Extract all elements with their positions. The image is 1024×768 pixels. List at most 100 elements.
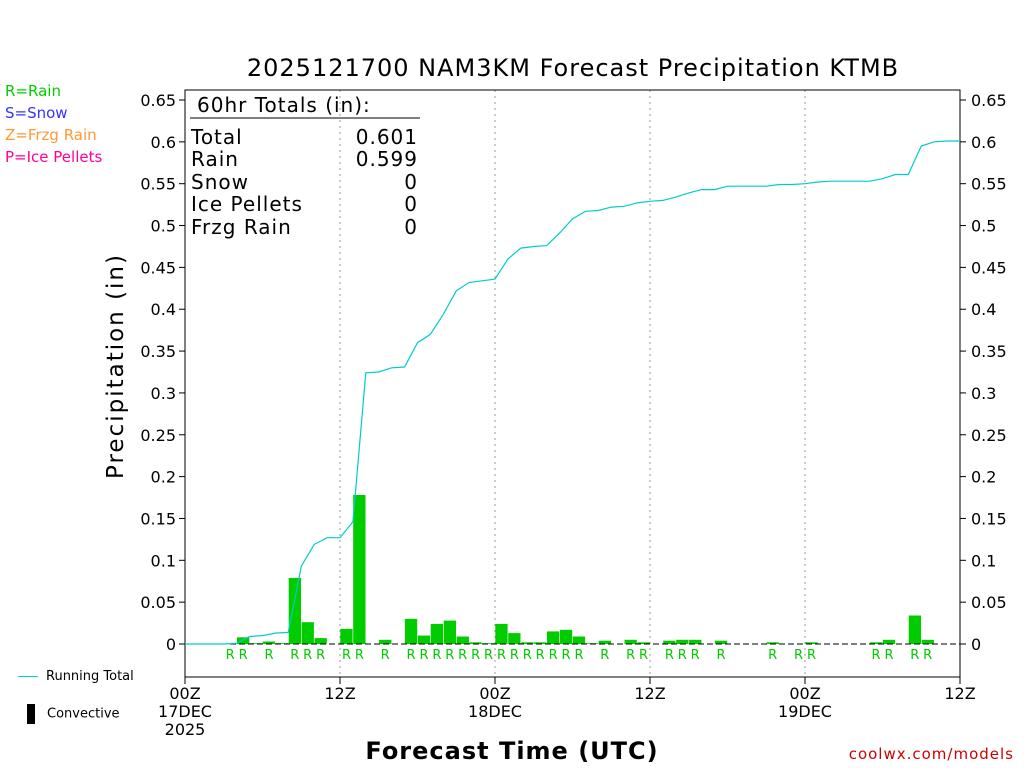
totals-value-snow: 0 (404, 170, 418, 194)
y-tick-label-left: 0.65 (140, 91, 176, 110)
y-tick-label-left: 0.4 (151, 300, 176, 319)
precip-bar (288, 577, 301, 644)
legend-snow: S=Snow (5, 104, 68, 122)
y-tick-label-left: 0.15 (140, 509, 176, 528)
precip-bar (598, 640, 611, 644)
precip-bar (534, 642, 547, 644)
precip-type-marker: R (871, 648, 880, 663)
precip-bar (689, 639, 702, 644)
hourly-precip-bars (237, 495, 934, 644)
x-tick-label: 2025 (165, 720, 206, 739)
precip-bar (714, 640, 728, 644)
precip-bar (882, 639, 896, 644)
y-tick-label-right: 0.05 (971, 593, 1007, 612)
precip-bar (572, 636, 586, 644)
precip-type-marker: R (497, 648, 506, 663)
totals-label-total: Total (190, 125, 243, 149)
totals-value-total: 0.601 (356, 125, 418, 149)
precip-bar (275, 643, 288, 644)
source-credit: coolwx.com/models (848, 745, 1014, 763)
x-tick-label: 00Z (789, 684, 820, 703)
precip-bar (869, 642, 883, 644)
precip-type-marker: R (381, 648, 390, 663)
precip-type-marker: R (678, 648, 687, 663)
precip-bar (456, 636, 469, 644)
precip-type-marker: R (355, 648, 364, 663)
y-tick-label-left: 0.2 (151, 468, 176, 487)
precip-type-marker: R (484, 648, 493, 663)
legend-frzg-rain: Z=Frzg Rain (5, 126, 97, 144)
precip-bar (908, 615, 921, 644)
chart-title: 2025121700 NAM3KM Forecast Precipitation… (247, 54, 899, 82)
totals-value-frzg-rain: 0 (404, 215, 418, 239)
precip-bar (637, 642, 650, 644)
precip-type-marker: R (290, 648, 299, 663)
precip-type-marker: R (536, 648, 545, 663)
x-tick-label: 12Z (324, 684, 355, 703)
precip-type-marker: R (510, 648, 519, 663)
running-total-legend: Running Total (18, 669, 134, 684)
precip-bar (417, 635, 431, 644)
precip-type-marker: R (561, 648, 570, 663)
precip-bar (676, 639, 689, 644)
precip-bar (430, 623, 443, 644)
totals-label-snow: Snow (191, 170, 249, 194)
precip-type-marker: R (910, 648, 919, 663)
totals-box: 60hr Totals (in): Total 0.601 Rain 0.599… (190, 93, 420, 239)
precip-bar (624, 639, 637, 644)
x-tick-label: 12Z (944, 684, 975, 703)
x-axis-label: Forecast Time (UTC) (365, 737, 658, 765)
totals-value-rain: 0.599 (356, 147, 418, 171)
precip-type-marker: R (716, 648, 725, 663)
precip-type-marker: R (406, 648, 415, 663)
precip-type-marker: R (432, 648, 441, 663)
y-tick-label-left: 0.3 (151, 384, 176, 403)
y-tick-label-right: 0.4 (971, 300, 996, 319)
precip-bar (443, 620, 456, 644)
precip-type-marker: R (549, 648, 558, 663)
y-tick-label-right: 0.3 (971, 384, 996, 403)
precip-type-marker: R (807, 648, 816, 663)
precip-bar (495, 623, 508, 644)
y-axis-ticks: 0.65 0.65 0.6 0.6 0.55 0.55 0.5 0.5 0.45 0.45 0.4 0… (140, 91, 1006, 654)
precip-bar (340, 628, 353, 644)
y-tick-label-right: 0.45 (971, 258, 1007, 277)
legend-rain: R=Rain (5, 82, 61, 100)
convective-legend: Convective (27, 704, 120, 724)
running-total-swatch (18, 676, 38, 677)
precip-bar (921, 639, 934, 644)
precip-type-marker: R (419, 648, 428, 663)
precip-bar (559, 629, 573, 644)
precip-type-marker: R (794, 648, 803, 663)
precip-bar (508, 633, 521, 644)
y-tick-label-right: 0.15 (971, 509, 1007, 528)
y-tick-label-left: 0.6 (151, 133, 176, 152)
y-tick-label-left: 0.55 (140, 175, 176, 194)
x-tick-label: 18DEC (468, 702, 522, 721)
precip-type-legend: R=Rain S=Snow Z=Frzg Rain P=Ice Pellets (5, 80, 102, 168)
totals-label-ice-pellets: Ice Pellets (191, 192, 303, 216)
x-tick-label: 00Z (169, 684, 200, 703)
vertical-gridlines (339, 90, 806, 677)
y-tick-label-right: 0.55 (971, 175, 1007, 194)
convective-legend-label: Convective (47, 706, 120, 722)
precip-bar (482, 643, 495, 644)
precip-bar (249, 643, 263, 644)
precip-type-marker: R (226, 648, 235, 663)
precip-type-marker: R (639, 648, 648, 663)
precip-type-marker: R (239, 648, 248, 663)
precip-bar (314, 638, 327, 644)
y-tick-label-right: 0 (971, 635, 981, 654)
totals-value-ice-pellets: 0 (404, 192, 418, 216)
y-axis-label: Precipitation (in) (103, 253, 129, 479)
y-tick-label-left: 0.45 (140, 258, 176, 277)
running-total-line (185, 140, 960, 645)
precip-bar (262, 641, 276, 644)
y-tick-label-left: 0.25 (140, 426, 176, 445)
precip-bar (663, 640, 676, 644)
precip-bar (379, 639, 392, 644)
totals-label-rain: Rain (191, 147, 239, 171)
y-tick-label-right: 0.1 (971, 551, 996, 570)
